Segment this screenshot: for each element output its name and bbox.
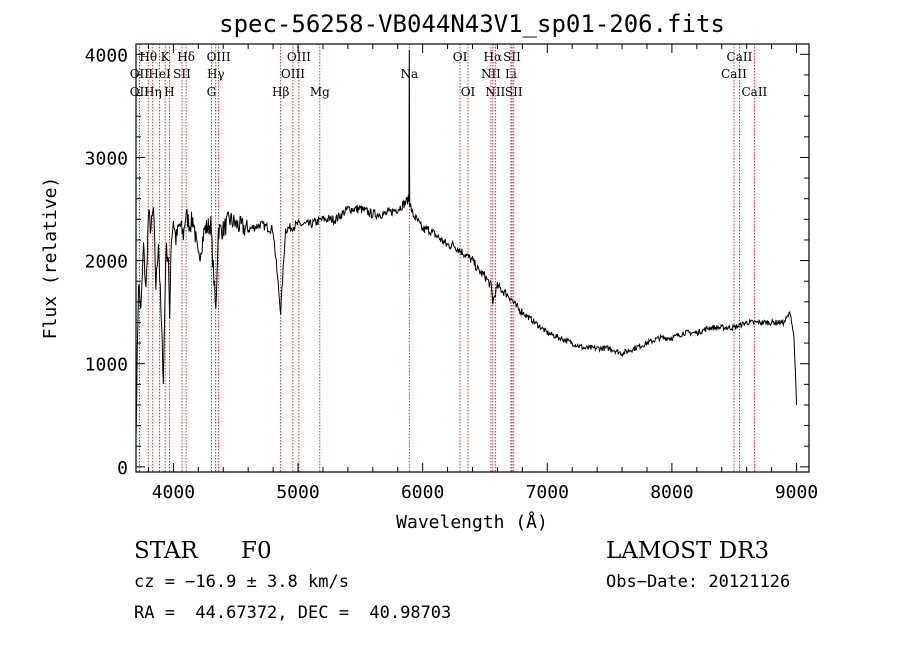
y-tick-label: 1000 <box>85 355 128 376</box>
obs-date: Obs−Date: 20121126 <box>606 572 791 592</box>
y-axis-label: Flux (relative) <box>40 177 61 340</box>
line-marker-label: SII <box>503 50 521 64</box>
line-marker-label: Hδ <box>177 50 195 64</box>
line-marker-label: OII <box>130 85 150 99</box>
line-marker-label: H <box>164 85 174 99</box>
survey-name: LAMOST DR3 <box>606 538 770 564</box>
line-marker-label: Hα <box>484 50 503 64</box>
y-tick-label: 2000 <box>85 252 128 273</box>
line-marker-label: OIII <box>287 50 311 64</box>
line-marker-label: Mg <box>310 85 330 99</box>
x-tick-label: 5000 <box>276 482 319 503</box>
line-marker-label: CaII <box>727 50 753 64</box>
line-marker-label: OIII <box>207 50 231 64</box>
line-marker-label: NII <box>481 67 501 81</box>
spectrum-chart: spec-56258-VB044N43V1_sp01-206.fits Hθ OI… <box>40 10 818 533</box>
x-tick-label: 9000 <box>775 482 818 503</box>
coordinates: RA = 44.67372, DEC = 40.98703 <box>134 603 452 623</box>
line-marker-label: G <box>207 85 217 99</box>
spectrum-line <box>135 49 797 436</box>
x-axis-label: Wavelength (Å) <box>396 511 548 533</box>
line-marker-label: CaII <box>741 85 767 99</box>
line-marker-label: K <box>161 50 171 64</box>
line-marker-label: Hθ <box>139 50 157 64</box>
line-marker-label: OI <box>461 85 476 99</box>
line-marker-label: CaII <box>721 67 747 81</box>
line-marker-label: Hγ <box>207 67 225 81</box>
x-tick-label: 4000 <box>152 482 195 503</box>
x-tick-label: 6000 <box>401 482 444 503</box>
line-marker-label: Li <box>505 67 517 81</box>
object-subclass: F0 <box>241 538 272 564</box>
object-class: STAR <box>134 538 198 564</box>
line-marker-label: OI <box>453 50 468 64</box>
line-marker-label: OIII <box>281 67 305 81</box>
y-tick-label: 3000 <box>85 148 128 169</box>
x-tick-label: 8000 <box>650 482 693 503</box>
line-marker-label: NII <box>485 85 505 99</box>
line-marker-label: HeI <box>148 67 171 81</box>
redshift-line: cz = −16.9 ± 3.8 km/s <box>134 572 349 592</box>
line-marker-label: Hη <box>144 85 162 99</box>
y-tick-label: 0 <box>117 458 128 479</box>
axis-ticks: 4000 5000 6000 7000 8000 9000 0 1000 2000 3000 400… <box>85 44 818 503</box>
x-tick-label: 7000 <box>526 482 569 503</box>
chart-title: spec-56258-VB044N43V1_sp01-206.fits <box>219 10 725 38</box>
line-marker-label: SII <box>173 67 191 81</box>
line-marker-label: SII <box>505 85 523 99</box>
y-tick-label: 4000 <box>85 45 128 66</box>
line-marker-label: Hβ <box>272 85 289 99</box>
